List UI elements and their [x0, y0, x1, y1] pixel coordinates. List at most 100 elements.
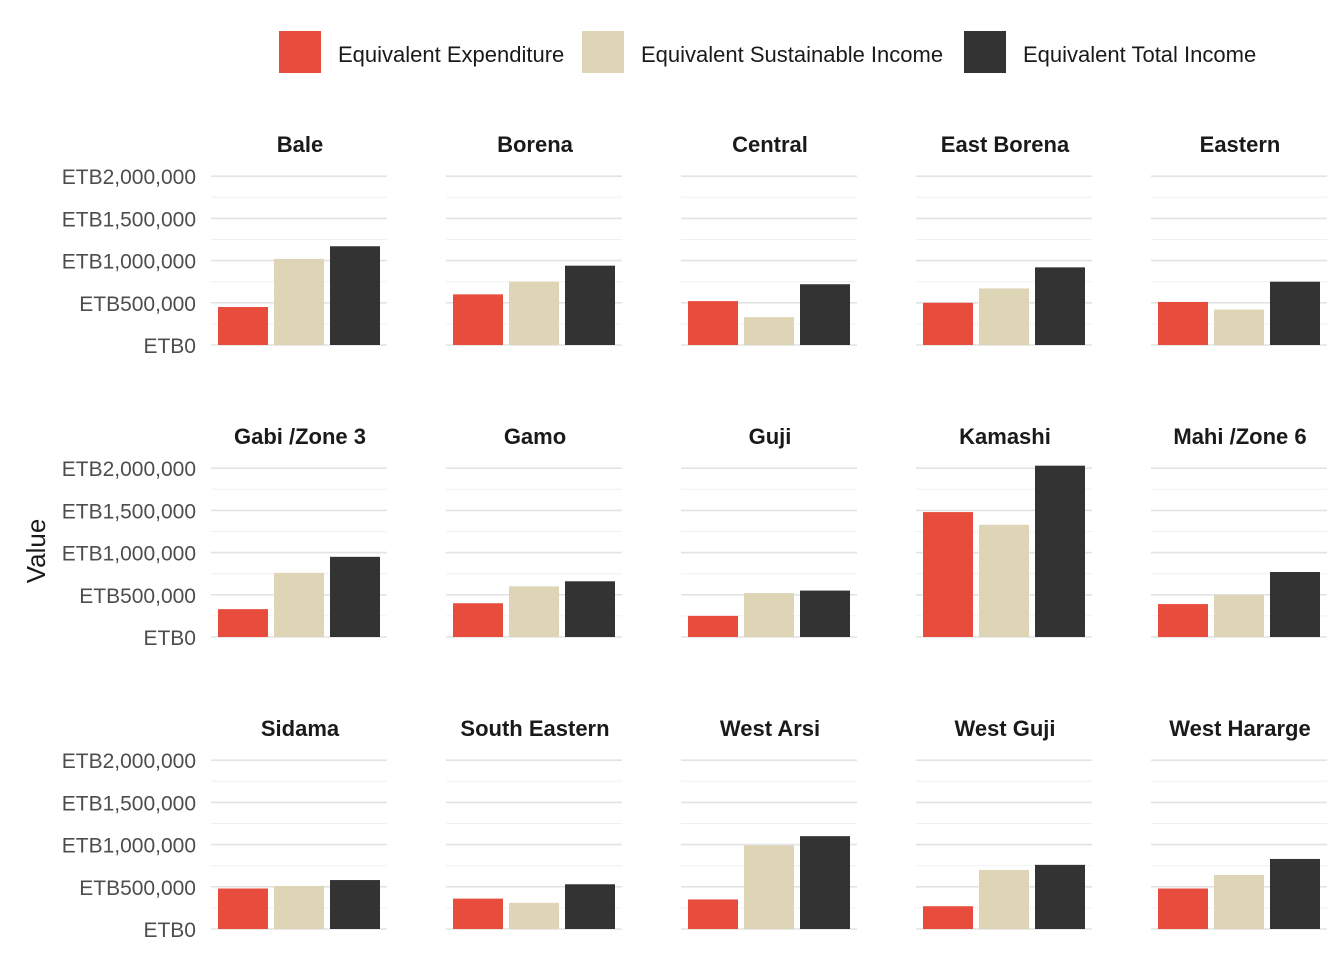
panel-title: Borena: [497, 132, 574, 157]
y-tick-label: ETB2,000,000: [62, 750, 196, 773]
y-tick-label: ETB1,000,000: [62, 835, 196, 858]
bar-equivalent-sustainable-income: [1214, 594, 1264, 637]
bar-equivalent-expenditure: [688, 301, 738, 345]
bar-equivalent-expenditure: [688, 615, 738, 637]
bar-equivalent-total-income: [800, 284, 850, 345]
legend-key-1: [279, 31, 321, 73]
bar-equivalent-expenditure: [923, 906, 973, 929]
bar-equivalent-sustainable-income: [1214, 874, 1264, 929]
bar-equivalent-sustainable-income: [1214, 309, 1264, 345]
y-tick-label: ETB0: [143, 335, 196, 358]
panel-6: Gabi /Zone 3 ETB0 ETB500,000 ETB1,000,000 ET…: [62, 424, 387, 650]
y-tick-label: ETB1,500,000: [62, 792, 196, 815]
bar-equivalent-expenditure: [453, 603, 503, 637]
bar-equivalent-total-income: [330, 556, 380, 637]
panel-3: Central: [681, 132, 857, 346]
legend-label-3: Equivalent Total Income: [1023, 42, 1256, 67]
bar-equivalent-total-income: [330, 880, 380, 929]
y-tick-label: ETB1,000,000: [62, 251, 196, 274]
panel-title: Sidama: [261, 716, 340, 741]
bar-equivalent-sustainable-income: [509, 586, 559, 637]
bar-equivalent-expenditure: [1158, 888, 1208, 929]
bar-equivalent-expenditure: [1158, 301, 1208, 345]
y-axis-title: Value: [21, 519, 51, 584]
legend-key-2: [582, 31, 624, 73]
bar-equivalent-total-income: [800, 590, 850, 637]
bar-equivalent-total-income: [1270, 281, 1320, 345]
panel-title: Eastern: [1200, 132, 1281, 157]
panel-2: Borena: [446, 132, 622, 346]
panel-10: Mahi /Zone 6: [1151, 424, 1327, 638]
facet-panels: Bale ETB0 ETB500,000 ETB1,000,000 ETB1,500,0…: [62, 132, 1327, 942]
panel-4: East Borena: [916, 132, 1092, 346]
panel-title: West Arsi: [720, 716, 820, 741]
panel-1: Bale ETB0 ETB500,000 ETB1,000,000 ETB1,500,0…: [62, 132, 387, 358]
bar-equivalent-total-income: [1035, 465, 1085, 637]
panel-title: Mahi /Zone 6: [1173, 424, 1306, 449]
panel-title: West Hararge: [1169, 716, 1310, 741]
y-tick-label: ETB0: [143, 919, 196, 942]
bar-equivalent-expenditure: [453, 294, 503, 345]
bar-equivalent-expenditure: [923, 302, 973, 345]
y-tick-label: ETB0: [143, 627, 196, 650]
y-tick-label: ETB1,500,000: [62, 500, 196, 523]
panel-title: Kamashi: [959, 424, 1051, 449]
bar-equivalent-total-income: [565, 884, 615, 929]
panel-title: Central: [732, 132, 808, 157]
bar-equivalent-sustainable-income: [744, 593, 794, 637]
panel-13: West Arsi: [681, 716, 857, 930]
panel-8: Guji: [681, 424, 857, 638]
panel-12: South Eastern: [446, 716, 622, 930]
panel-7: Gamo: [446, 424, 622, 638]
bar-equivalent-expenditure: [218, 307, 268, 345]
legend-label-1: Equivalent Expenditure: [338, 42, 564, 67]
bar-equivalent-expenditure: [1158, 604, 1208, 637]
bar-equivalent-total-income: [565, 581, 615, 637]
bar-equivalent-total-income: [565, 265, 615, 345]
bar-equivalent-expenditure: [218, 609, 268, 637]
bar-equivalent-sustainable-income: [274, 885, 324, 929]
panel-title: Gamo: [504, 424, 566, 449]
panel-14: West Guji: [916, 716, 1092, 930]
bar-equivalent-sustainable-income: [509, 281, 559, 345]
bar-equivalent-expenditure: [218, 888, 268, 929]
y-tick-label: ETB500,000: [79, 877, 196, 900]
panel-11: Sidama ETB0 ETB500,000 ETB1,000,000 ETB1,500…: [62, 716, 387, 942]
panel-title: Gabi /Zone 3: [234, 424, 366, 449]
bar-equivalent-expenditure: [453, 898, 503, 929]
bar-equivalent-sustainable-income: [979, 524, 1029, 637]
bar-equivalent-total-income: [1270, 572, 1320, 637]
bar-equivalent-sustainable-income: [274, 572, 324, 637]
panel-title: Bale: [277, 132, 323, 157]
bar-equivalent-expenditure: [923, 512, 973, 637]
bar-equivalent-total-income: [800, 836, 850, 929]
legend: Equivalent Expenditure Equivalent Sustain…: [279, 31, 1256, 73]
bar-equivalent-sustainable-income: [979, 288, 1029, 345]
panel-title: West Guji: [954, 716, 1055, 741]
y-tick-label: ETB1,000,000: [62, 543, 196, 566]
bar-equivalent-sustainable-income: [744, 845, 794, 929]
bar-equivalent-sustainable-income: [509, 902, 559, 929]
panel-title: Guji: [749, 424, 792, 449]
bar-equivalent-sustainable-income: [274, 258, 324, 345]
bar-equivalent-sustainable-income: [744, 317, 794, 345]
bar-equivalent-total-income: [1035, 267, 1085, 345]
bar-equivalent-expenditure: [688, 899, 738, 929]
legend-label-2: Equivalent Sustainable Income: [641, 42, 943, 67]
bar-equivalent-total-income: [330, 246, 380, 345]
panel-5: Eastern: [1151, 132, 1327, 346]
y-tick-label: ETB2,000,000: [62, 166, 196, 189]
y-tick-label: ETB500,000: [79, 585, 196, 608]
bar-equivalent-total-income: [1270, 858, 1320, 929]
panel-9: Kamashi: [916, 424, 1092, 638]
y-tick-label: ETB2,000,000: [62, 458, 196, 481]
panel-15: West Hararge: [1151, 716, 1327, 930]
panel-title: East Borena: [941, 132, 1070, 157]
y-tick-label: ETB500,000: [79, 293, 196, 316]
y-tick-label: ETB1,500,000: [62, 208, 196, 231]
legend-key-3: [964, 31, 1006, 73]
bar-equivalent-sustainable-income: [979, 869, 1029, 929]
bar-equivalent-total-income: [1035, 864, 1085, 929]
panel-title: South Eastern: [460, 716, 609, 741]
